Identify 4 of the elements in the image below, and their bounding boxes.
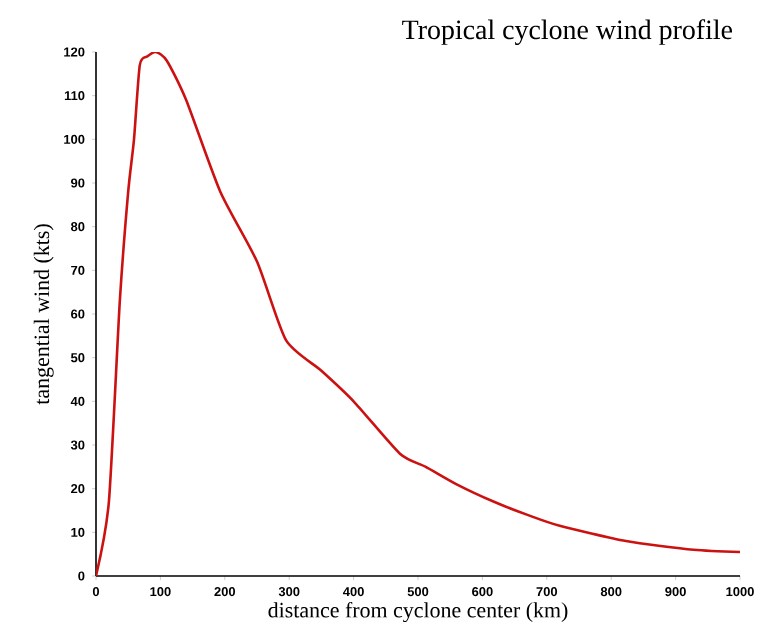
chart-title: Tropical cyclone wind profile <box>402 19 733 45</box>
y-axis-title: tangential wind (kts) <box>33 224 54 405</box>
line-series <box>96 51 741 576</box>
x-axis-title: distance from cyclone center (km) <box>268 601 568 623</box>
